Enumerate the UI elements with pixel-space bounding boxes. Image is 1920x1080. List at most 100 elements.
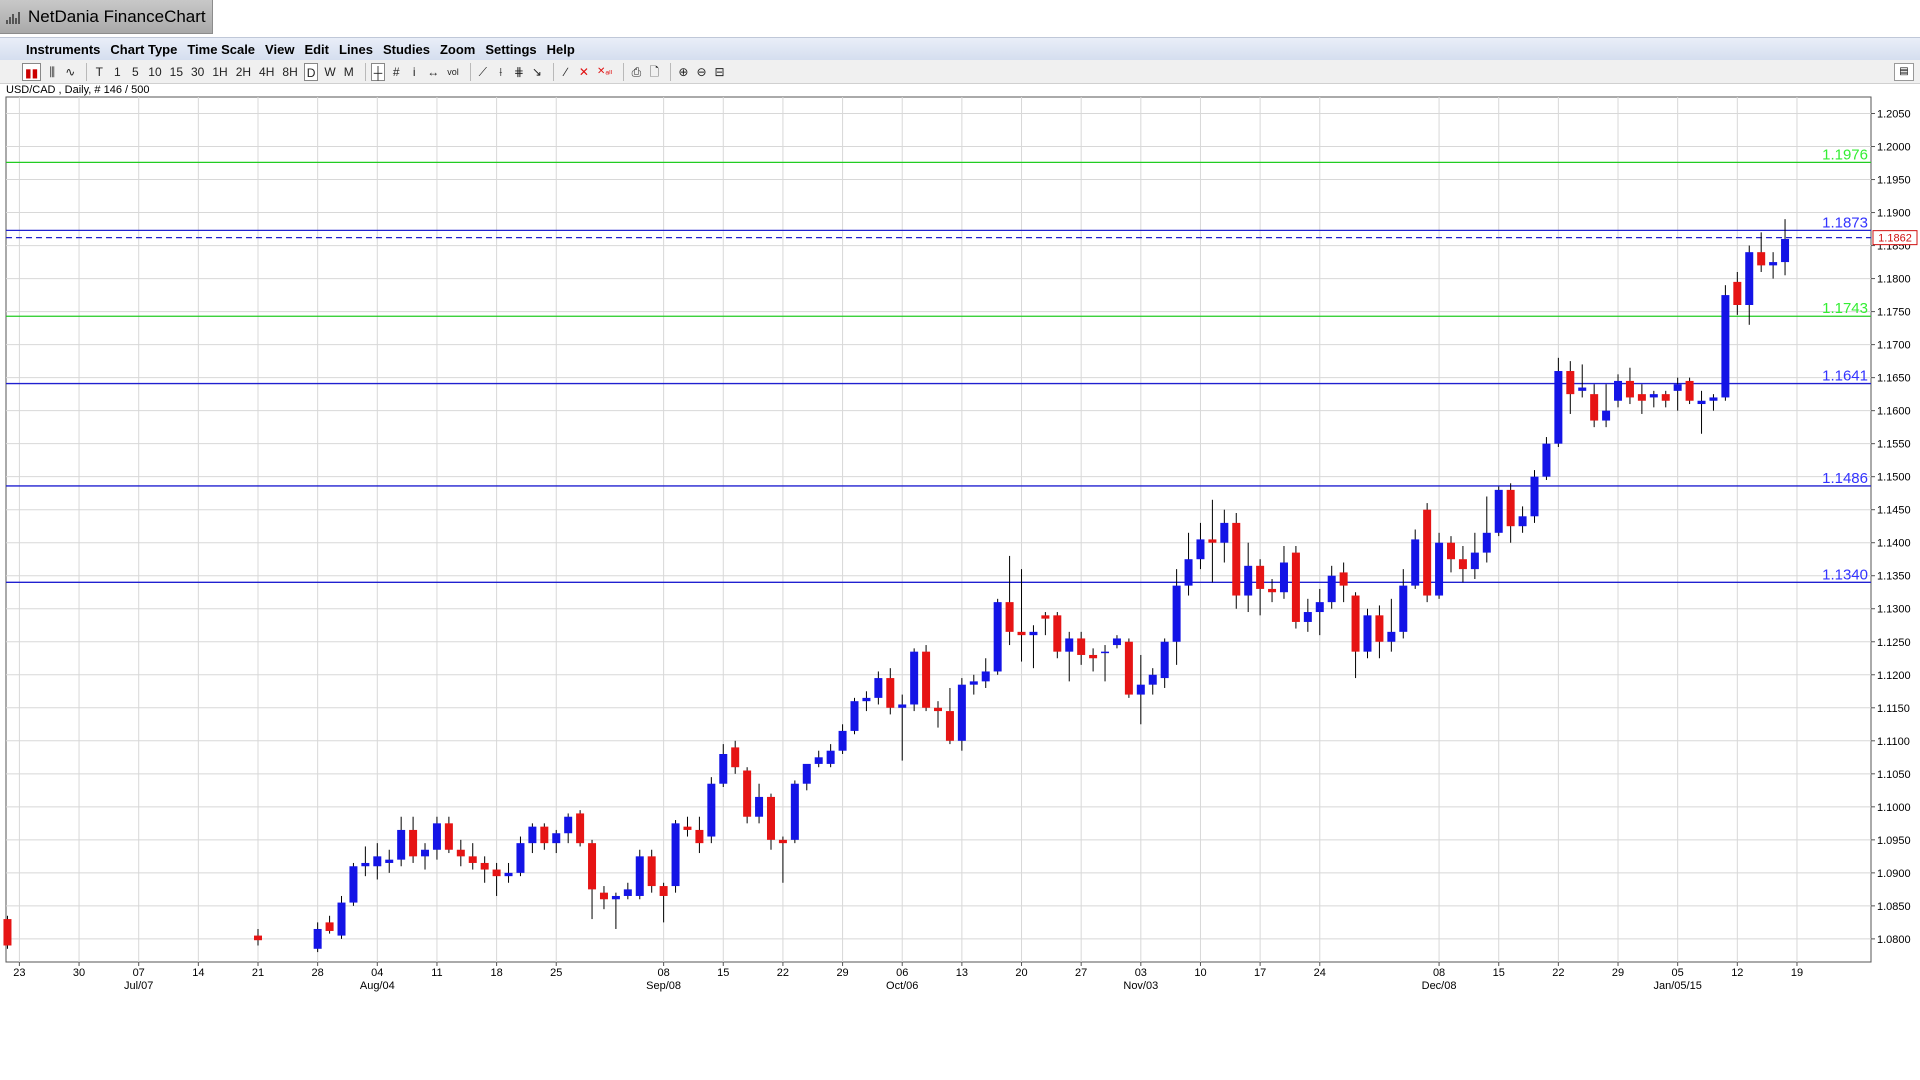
candle xyxy=(850,697,859,735)
candle-body xyxy=(1375,615,1384,642)
candle xyxy=(1256,559,1265,616)
x-tick-label: 20 xyxy=(1015,967,1027,979)
menu-time-scale[interactable]: Time Scale xyxy=(187,41,256,57)
timeframe-4h[interactable]: 4H xyxy=(259,64,275,79)
zoom-fit-icon[interactable]: ⊟ xyxy=(714,64,725,79)
candlestick-icon[interactable]: ▮▮ xyxy=(22,62,42,81)
fibonacci-icon[interactable]: ⋕ xyxy=(513,64,524,79)
trendline-icon[interactable]: ⟋ xyxy=(478,64,487,79)
zoom-out-icon[interactable]: ⊖ xyxy=(696,64,707,79)
candle xyxy=(588,839,597,920)
y-tick-label: 1.1300 xyxy=(1877,604,1911,616)
timeframe-daily[interactable]: D xyxy=(303,62,319,81)
candle-body xyxy=(1256,565,1265,589)
candle-body xyxy=(898,704,907,708)
y-tick-label: 1.2050 xyxy=(1877,109,1911,121)
candle-body xyxy=(778,839,787,844)
candle xyxy=(1661,390,1670,408)
candle xyxy=(1363,608,1372,659)
grid-icon[interactable]: # xyxy=(392,64,400,79)
delete-all-icon[interactable]: ✕ₐₗₗ xyxy=(596,65,613,77)
candle-body xyxy=(934,707,943,712)
arrow-line-icon[interactable]: ↘ xyxy=(531,64,542,79)
candle-body xyxy=(755,796,764,817)
print-preview-icon[interactable]: 🗋 xyxy=(649,64,660,79)
candle xyxy=(1709,394,1718,411)
delete-icon[interactable]: ✕ xyxy=(578,64,589,79)
candle xyxy=(1447,536,1455,573)
candle-body xyxy=(385,859,394,863)
candle-body xyxy=(1661,394,1670,401)
menu-chart-type[interactable]: Chart Type xyxy=(110,41,178,57)
crosshair-icon[interactable]: ┼ xyxy=(370,62,386,81)
info-icon[interactable]: i xyxy=(412,64,416,79)
menu-settings[interactable]: Settings xyxy=(485,41,537,57)
angle-line-icon[interactable]: ⟊ xyxy=(499,64,503,79)
candle-body xyxy=(1148,674,1157,685)
timeframe-monthly[interactable]: M xyxy=(343,64,354,79)
candle xyxy=(504,862,513,883)
timeframe-1h[interactable]: 1H xyxy=(212,64,228,79)
volume-icon[interactable]: vol xyxy=(447,66,459,77)
candle xyxy=(957,678,966,751)
timeframe-30m[interactable]: 30 xyxy=(191,64,205,79)
candle xyxy=(814,750,823,768)
zoom-in-icon[interactable]: ⊕ xyxy=(678,64,689,79)
y-tick-label: 1.0850 xyxy=(1877,901,1911,913)
candle-body xyxy=(1232,522,1241,596)
pan-icon[interactable]: ↔ xyxy=(427,64,440,79)
x-tick-label: 13 xyxy=(956,967,968,979)
candle-body xyxy=(444,823,453,850)
menu-help[interactable]: Help xyxy=(546,41,575,57)
x-tick-label: 06 xyxy=(896,967,908,979)
timeframe-tick[interactable]: T xyxy=(95,64,103,79)
menu-lines[interactable]: Lines xyxy=(339,41,373,57)
timeframe-2h[interactable]: 2H xyxy=(235,64,252,79)
x-tick-label: 25 xyxy=(550,967,562,979)
menu-view[interactable]: View xyxy=(265,41,295,57)
candle-body xyxy=(1649,394,1658,398)
candle-body xyxy=(1614,380,1623,401)
menu-zoom[interactable]: Zoom xyxy=(439,41,476,57)
candle xyxy=(1602,384,1611,428)
draw-pen-icon[interactable]: ∕ xyxy=(564,64,567,79)
timeframe-8h[interactable]: 8H xyxy=(282,64,298,79)
timeframe-10m[interactable]: 10 xyxy=(148,64,162,79)
candle-body xyxy=(945,711,954,741)
candle xyxy=(1089,648,1098,672)
timeframe-15m[interactable]: 15 xyxy=(169,64,183,79)
panel-toggle-icon[interactable]: ▤ xyxy=(1894,63,1914,81)
print-icon[interactable]: ⎙ xyxy=(631,64,642,79)
timeframe-1m[interactable]: 1 xyxy=(113,64,121,79)
candle xyxy=(516,836,525,877)
level-label: 1.1486 xyxy=(1822,470,1868,487)
candle-body xyxy=(361,862,370,867)
x-tick-label: 12 xyxy=(1731,967,1743,979)
y-tick-label: 1.1800 xyxy=(1877,274,1911,286)
candle xyxy=(778,836,787,883)
timeframe-5m[interactable]: 5 xyxy=(131,64,139,79)
x-tick-label: 17 xyxy=(1254,967,1266,979)
window-tab[interactable]: NetDania FinanceChart xyxy=(0,0,213,34)
line-chart-icon[interactable]: ∿ xyxy=(65,64,76,79)
menu-edit[interactable]: Edit xyxy=(304,41,329,57)
candle xyxy=(910,648,919,712)
ohlc-bar-icon[interactable]: ⫼ xyxy=(49,64,55,79)
menu-instruments[interactable]: Instruments xyxy=(26,41,101,57)
x-month-label: Jan/05/15 xyxy=(1654,980,1702,992)
x-tick-label: 22 xyxy=(1552,967,1564,979)
candle xyxy=(755,783,764,824)
candle-body xyxy=(1160,641,1169,679)
candle xyxy=(468,843,477,870)
candle-body xyxy=(552,833,561,844)
menu-studies[interactable]: Studies xyxy=(382,41,430,57)
y-tick-label: 1.1150 xyxy=(1877,703,1910,715)
candle xyxy=(802,763,811,791)
candle-body xyxy=(528,826,537,844)
candle-body xyxy=(707,783,716,837)
candle xyxy=(1172,569,1181,665)
title-bar: NetDania FinanceChart xyxy=(0,0,1920,38)
candle-body xyxy=(1458,559,1467,570)
timeframe-weekly[interactable]: W xyxy=(324,64,336,79)
